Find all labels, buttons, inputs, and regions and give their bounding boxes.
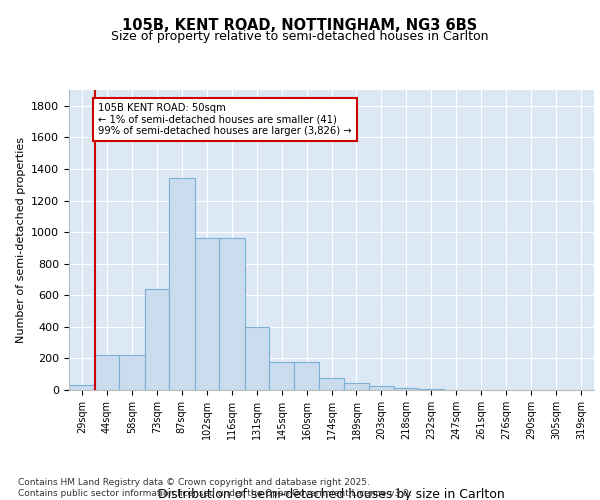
Bar — [145, 289, 169, 390]
Bar — [418, 389, 444, 390]
Text: Contains HM Land Registry data © Crown copyright and database right 2025.
Contai: Contains HM Land Registry data © Crown c… — [18, 478, 412, 498]
Bar — [269, 362, 295, 390]
Bar — [245, 327, 269, 390]
Bar — [194, 238, 219, 390]
X-axis label: Distribution of semi-detached houses by size in Carlton: Distribution of semi-detached houses by … — [158, 488, 505, 500]
Text: 105B KENT ROAD: 50sqm
← 1% of semi-detached houses are smaller (41)
99% of semi-: 105B KENT ROAD: 50sqm ← 1% of semi-detac… — [98, 102, 352, 136]
Y-axis label: Number of semi-detached properties: Number of semi-detached properties — [16, 137, 26, 343]
Bar — [368, 386, 394, 390]
Text: 105B, KENT ROAD, NOTTINGHAM, NG3 6BS: 105B, KENT ROAD, NOTTINGHAM, NG3 6BS — [122, 18, 478, 32]
Bar — [319, 378, 344, 390]
Bar — [95, 356, 119, 390]
Bar — [295, 362, 319, 390]
Text: Size of property relative to semi-detached houses in Carlton: Size of property relative to semi-detach… — [111, 30, 489, 43]
Bar — [119, 356, 145, 390]
Bar — [344, 383, 368, 390]
Bar — [69, 386, 95, 390]
Bar — [169, 178, 194, 390]
Bar — [219, 238, 245, 390]
Bar — [394, 388, 418, 390]
